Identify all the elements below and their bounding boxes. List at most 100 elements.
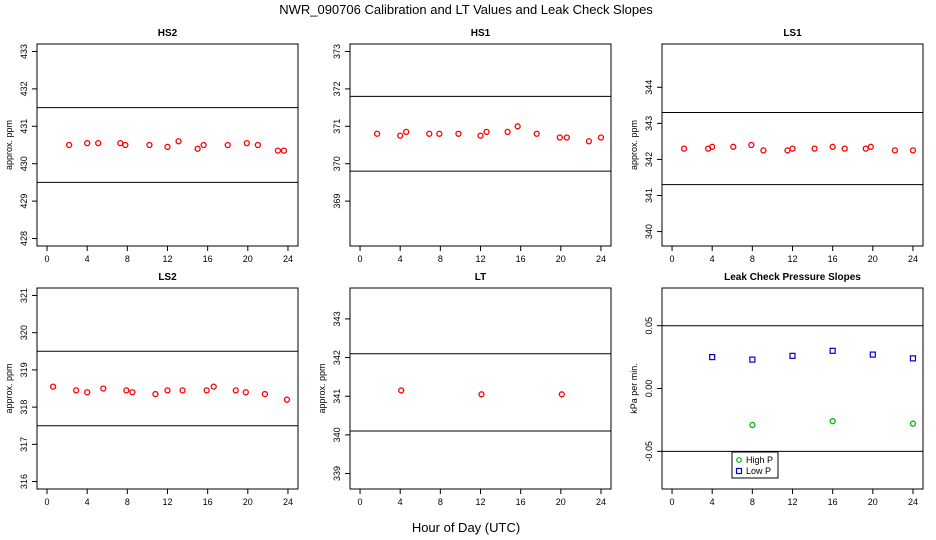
legend-label: High P bbox=[746, 455, 773, 465]
data-point bbox=[891, 147, 899, 154]
y-tick-label: 433 bbox=[19, 44, 29, 59]
data-point bbox=[556, 134, 563, 141]
data-point bbox=[129, 389, 136, 396]
x-tick-label: 24 bbox=[596, 497, 606, 507]
y-tick-label: 432 bbox=[19, 81, 29, 96]
data-point bbox=[829, 347, 836, 354]
x-tick-label: 16 bbox=[203, 497, 213, 507]
data-point bbox=[243, 139, 250, 147]
data-point bbox=[123, 387, 130, 394]
x-tick-label: 16 bbox=[203, 254, 213, 264]
data-point bbox=[242, 389, 249, 396]
data-point bbox=[426, 130, 433, 137]
data-point bbox=[261, 390, 269, 398]
legend-marker bbox=[736, 457, 742, 463]
data-point bbox=[152, 390, 159, 398]
data-point bbox=[709, 143, 716, 150]
data-point bbox=[194, 145, 201, 152]
data-point bbox=[175, 138, 182, 145]
data-point bbox=[784, 147, 791, 154]
data-point bbox=[829, 418, 836, 425]
data-point bbox=[254, 141, 261, 149]
data-point bbox=[749, 421, 756, 429]
y-tick-label: 431 bbox=[19, 119, 29, 134]
y-axis-label: approx. ppm bbox=[4, 120, 14, 170]
data-point bbox=[811, 145, 818, 152]
data-point bbox=[909, 355, 917, 362]
data-point bbox=[73, 387, 80, 394]
data-point bbox=[164, 387, 171, 394]
data-point bbox=[909, 147, 917, 154]
data-point bbox=[117, 139, 124, 147]
x-tick-label: 8 bbox=[750, 254, 755, 264]
y-axis-label: kPa per min. bbox=[629, 363, 639, 414]
y-tick-label: 343 bbox=[332, 311, 342, 326]
data-point bbox=[829, 143, 836, 150]
panel-1: HS1 0 4 8 12 16 20 24 369 370 371 372 373 bbox=[332, 28, 612, 264]
y-tick-label: 319 bbox=[19, 362, 29, 377]
panel-4: LT approx. ppm 0 4 8 12 16 20 24 339 340 341 342 343 bbox=[317, 272, 612, 507]
data-point bbox=[84, 139, 91, 147]
panel-title: LT bbox=[475, 272, 486, 283]
panel-title: Leak Check Pressure Slopes bbox=[724, 272, 861, 283]
x-tick-label: 20 bbox=[868, 254, 878, 264]
y-tick-label: 428 bbox=[19, 231, 29, 246]
y-tick-label: 316 bbox=[19, 474, 29, 489]
plot-frame bbox=[661, 43, 924, 247]
plot-frame bbox=[349, 43, 612, 247]
y-tick-label: 320 bbox=[19, 325, 29, 340]
data-point bbox=[862, 145, 869, 152]
x-tick-label: 12 bbox=[787, 497, 797, 507]
legend-label: Low P bbox=[746, 466, 771, 476]
x-tick-label: 0 bbox=[358, 254, 363, 264]
x-tick-label: 24 bbox=[596, 254, 606, 264]
x-tick-label: 20 bbox=[243, 254, 253, 264]
data-point bbox=[597, 134, 605, 141]
y-tick-label: 339 bbox=[332, 466, 342, 481]
data-point bbox=[100, 385, 107, 392]
figure-title: NWR_090706 Calibration and LT Values and… bbox=[279, 2, 653, 17]
y-axis-label: approx. ppm bbox=[4, 363, 14, 413]
data-point bbox=[403, 128, 410, 136]
data-point bbox=[478, 391, 485, 398]
panel-title: LS1 bbox=[783, 28, 802, 39]
y-tick-label: 0.05 bbox=[644, 317, 654, 335]
data-point bbox=[867, 143, 874, 150]
x-tick-label: 16 bbox=[516, 254, 526, 264]
x-tick-label: 20 bbox=[243, 497, 253, 507]
x-tick-label: 16 bbox=[828, 254, 838, 264]
x-tick-label: 12 bbox=[162, 497, 172, 507]
y-tick-label: 429 bbox=[19, 194, 29, 209]
data-point bbox=[84, 389, 91, 396]
y-tick-label: -0.05 bbox=[644, 441, 654, 462]
x-tick-label: 12 bbox=[787, 254, 797, 264]
data-point bbox=[203, 387, 210, 394]
data-point bbox=[49, 383, 57, 390]
legend-marker bbox=[735, 467, 743, 475]
data-point bbox=[95, 139, 102, 147]
x-tick-label: 24 bbox=[908, 254, 918, 264]
data-point bbox=[210, 383, 217, 390]
data-point bbox=[283, 396, 291, 403]
data-point bbox=[483, 128, 490, 136]
data-point bbox=[477, 132, 484, 139]
x-tick-label: 0 bbox=[45, 497, 50, 507]
x-tick-label: 12 bbox=[162, 254, 172, 264]
x-tick-label: 20 bbox=[556, 254, 566, 264]
data-point bbox=[200, 141, 207, 149]
plot-frame bbox=[349, 287, 612, 490]
data-point bbox=[558, 391, 565, 398]
data-point bbox=[563, 134, 570, 141]
data-point bbox=[373, 130, 381, 137]
data-point bbox=[909, 420, 917, 427]
y-tick-label: 343 bbox=[644, 116, 654, 131]
y-tick-label: 370 bbox=[332, 156, 342, 171]
y-tick-label: 369 bbox=[332, 194, 342, 209]
y-tick-label: 342 bbox=[644, 152, 654, 167]
data-point bbox=[274, 147, 282, 154]
data-point bbox=[585, 138, 593, 145]
data-point bbox=[398, 387, 405, 394]
y-tick-label: 0.00 bbox=[644, 380, 654, 398]
x-tick-label: 16 bbox=[516, 497, 526, 507]
